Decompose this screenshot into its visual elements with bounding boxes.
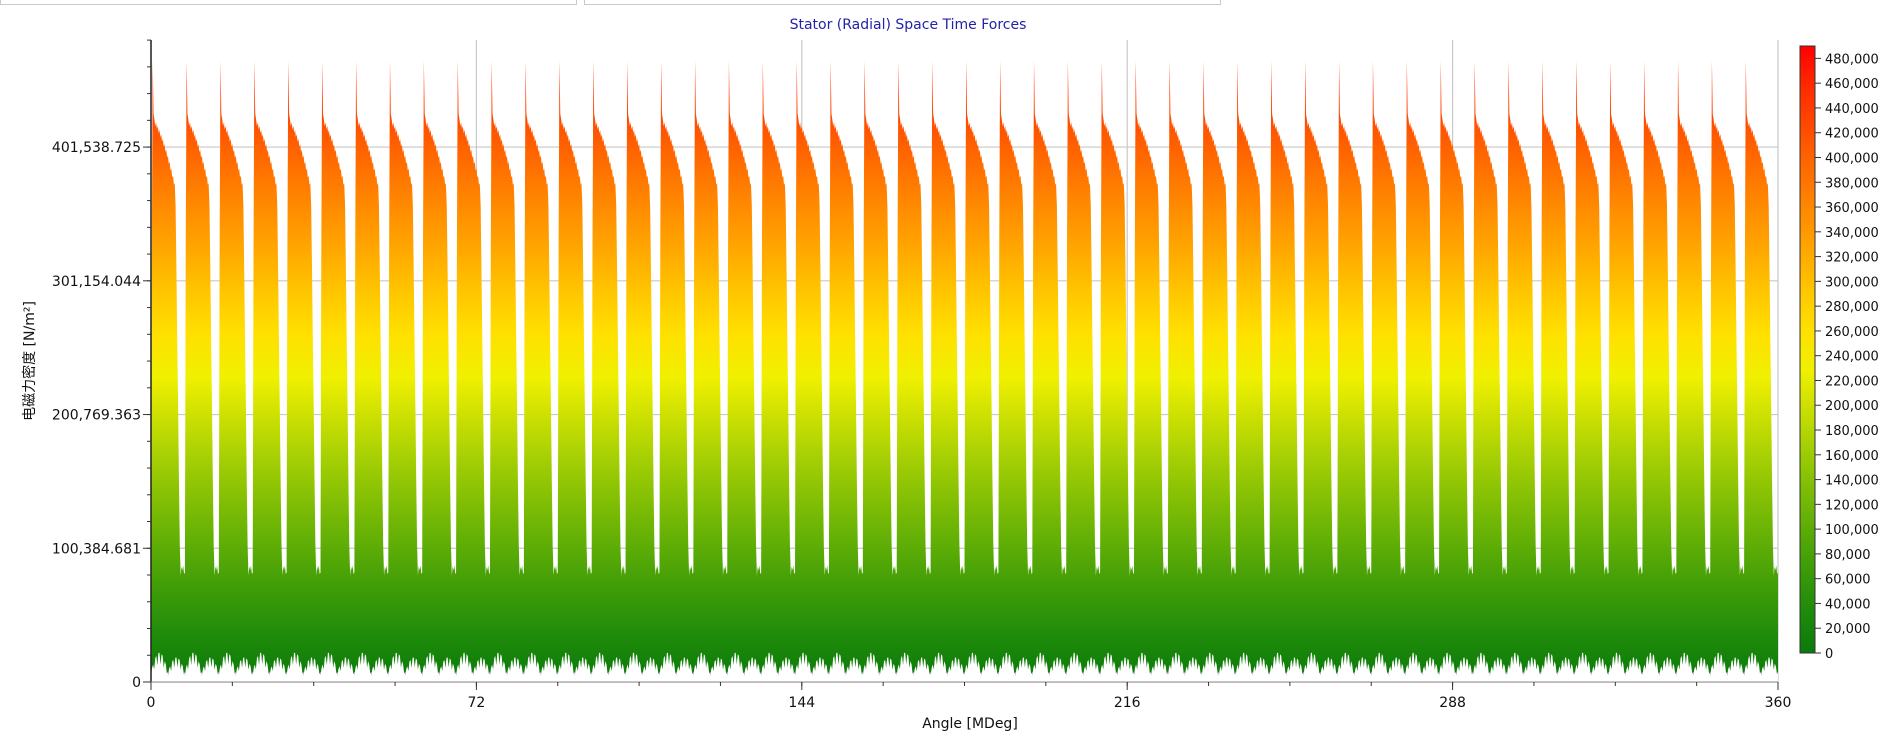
colorbar-tick-label: 0: [1825, 647, 1833, 662]
y-tick-label: 301,154.044: [52, 274, 141, 290]
y-axis-label: 电磁力密度 [N/m²]: [21, 301, 38, 421]
colorbar-tick-label: 380,000: [1825, 176, 1879, 191]
series-bottom-ripple: [151, 652, 1778, 682]
colorbar-tick-label: 220,000: [1825, 374, 1879, 389]
colorbar-tick-label: 440,000: [1825, 102, 1879, 117]
colorbar-tick-label: 400,000: [1825, 151, 1879, 166]
top-input-field-2[interactable]: [584, 0, 1221, 5]
colorbar-tick-label: 460,000: [1825, 77, 1879, 92]
colorbar-tick-label: 320,000: [1825, 251, 1879, 266]
colorbar-tick-label: 40,000: [1825, 597, 1871, 612]
y-tick-label: 401,538.725: [52, 140, 141, 156]
plot-area: [150, 40, 1779, 683]
colorbar-tick-label: 160,000: [1825, 449, 1879, 464]
y-tick-label: 100,384.681: [52, 541, 141, 557]
colorbar-tick-label: 200,000: [1825, 399, 1879, 414]
colorbar-tick-label: 260,000: [1825, 325, 1879, 340]
y-axis-ticks: 0 100,384.681 200,769.363 301,154.044 401,53…: [52, 39, 151, 691]
colorbar-tick-label: 20,000: [1825, 622, 1871, 637]
x-tick-label: 216: [1114, 695, 1141, 711]
colorbar-tick-label: 360,000: [1825, 201, 1879, 216]
colorbar-tick-label: 340,000: [1825, 226, 1879, 241]
colorbar-tick-label: 420,000: [1825, 127, 1879, 142]
x-tick-label: 72: [467, 695, 485, 711]
x-tick-label: 0: [147, 695, 156, 711]
x-tick-label: 360: [1765, 695, 1792, 711]
colorbar-tick-label: 180,000: [1825, 424, 1879, 439]
colorbar: 0 20,000 40,000 60,000 80,000 100,000 120,000 1…: [1799, 45, 1879, 662]
colorbar-tick-label: 120,000: [1825, 498, 1879, 513]
colorbar-tick-label: 100,000: [1825, 523, 1879, 538]
series-force-area: [151, 60, 1778, 682]
colorbar-tick-label: 300,000: [1825, 275, 1879, 290]
colorbar-ticks: 0 20,000 40,000 60,000 80,000 100,000 120,000 1…: [1815, 52, 1879, 662]
colorbar-tick-label: 80,000: [1825, 548, 1871, 563]
colorbar-tick-label: 60,000: [1825, 573, 1871, 588]
colorbar-tick-label: 280,000: [1825, 300, 1879, 315]
colorbar-tick-label: 140,000: [1825, 474, 1879, 489]
colorbar-tick-label: 240,000: [1825, 350, 1879, 365]
top-input-field-1[interactable]: [0, 0, 577, 5]
y-tick-label: 0: [132, 675, 141, 691]
x-axis-label: Angle [MDeg]: [922, 716, 1018, 732]
chart-title: Stator (Radial) Space Time Forces: [790, 17, 1027, 33]
colorbar-gradient: [1799, 45, 1816, 654]
colorbar-tick-label: 480,000: [1825, 52, 1879, 67]
y-tick-label: 200,769.363: [52, 408, 141, 424]
x-axis-ticks: 0 72 144 216 288 360: [147, 682, 1792, 711]
x-tick-label: 288: [1439, 695, 1466, 711]
x-tick-label: 144: [788, 695, 815, 711]
